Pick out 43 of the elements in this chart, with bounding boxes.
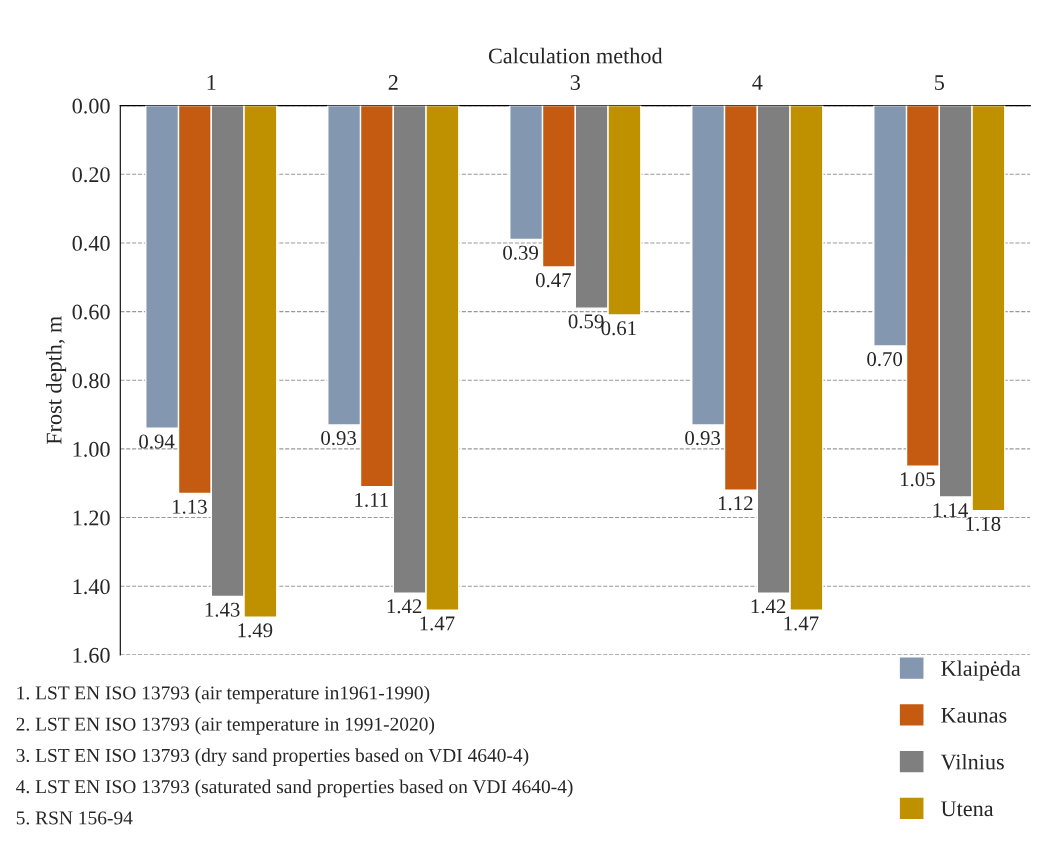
data-label: 0.70 bbox=[867, 352, 903, 367]
y-tick-label: 1.00 bbox=[73, 441, 110, 457]
data-label: 1.13 bbox=[172, 499, 207, 514]
text: 5. RSN 156-94 bbox=[16, 811, 133, 825]
x-axis-title: Calculation method bbox=[488, 47, 663, 64]
y-tick-label: 1.60 bbox=[73, 647, 110, 663]
y-tick-label: 0.00 bbox=[72, 98, 110, 114]
y-tick-label: 0.80 bbox=[72, 373, 110, 389]
data-label: 1.42 bbox=[387, 599, 422, 614]
text: 4. LST EN ISO 13793 (saturated sand properties based on VDI 4640-4) bbox=[16, 779, 573, 798]
x-tick-label: 4 bbox=[752, 75, 763, 90]
y-tick-label: 0.40 bbox=[72, 235, 110, 251]
data-label: 0.93 bbox=[685, 431, 721, 446]
data-label: 1.14 bbox=[933, 503, 969, 518]
y-tick-label: 1.20 bbox=[73, 510, 110, 526]
data-label: 1.43 bbox=[205, 602, 240, 617]
data-label: 1.49 bbox=[238, 623, 273, 638]
legend-label: Klaipėda bbox=[941, 660, 1021, 681]
data-label: 1.05 bbox=[900, 472, 935, 487]
data-label: 0.39 bbox=[503, 245, 538, 260]
data-label: 1.12 bbox=[718, 496, 753, 511]
legend-label: Vilnius bbox=[940, 753, 1004, 770]
text: 1. LST EN ISO 13793 (air temperature in1961-1990) bbox=[17, 685, 430, 704]
x-tick-label: 5 bbox=[935, 75, 944, 90]
legend-label: Kaunas bbox=[941, 708, 1007, 723]
data-label: 1.47 bbox=[420, 616, 455, 631]
data-label: 0.94 bbox=[139, 434, 175, 449]
data-label: 1.18 bbox=[966, 516, 1001, 532]
text: 2. LST EN ISO 13793 (air temperature in 1991-2020) bbox=[16, 717, 435, 735]
y-tick-label: 1.40 bbox=[73, 579, 110, 595]
y-tick-label: 0.60 bbox=[72, 304, 110, 320]
data-label: 0.47 bbox=[535, 273, 571, 288]
text: 3. LST EN ISO 13793 (dry sand properties based on VDI 4640-4) bbox=[16, 748, 529, 766]
data-label: 1.42 bbox=[751, 599, 786, 614]
data-label: 1.47 bbox=[784, 616, 819, 631]
x-tick-label: 1 bbox=[207, 75, 216, 90]
data-label: 1.11 bbox=[355, 492, 388, 507]
y-axis-title: Frost depth, m bbox=[45, 316, 67, 445]
y-tick-label: 0.20 bbox=[72, 167, 110, 183]
x-tick-label: 3 bbox=[570, 75, 580, 90]
data-label: 0.93 bbox=[321, 431, 357, 446]
legend-label: Utena bbox=[941, 801, 994, 817]
x-tick-label: 2 bbox=[388, 75, 398, 90]
